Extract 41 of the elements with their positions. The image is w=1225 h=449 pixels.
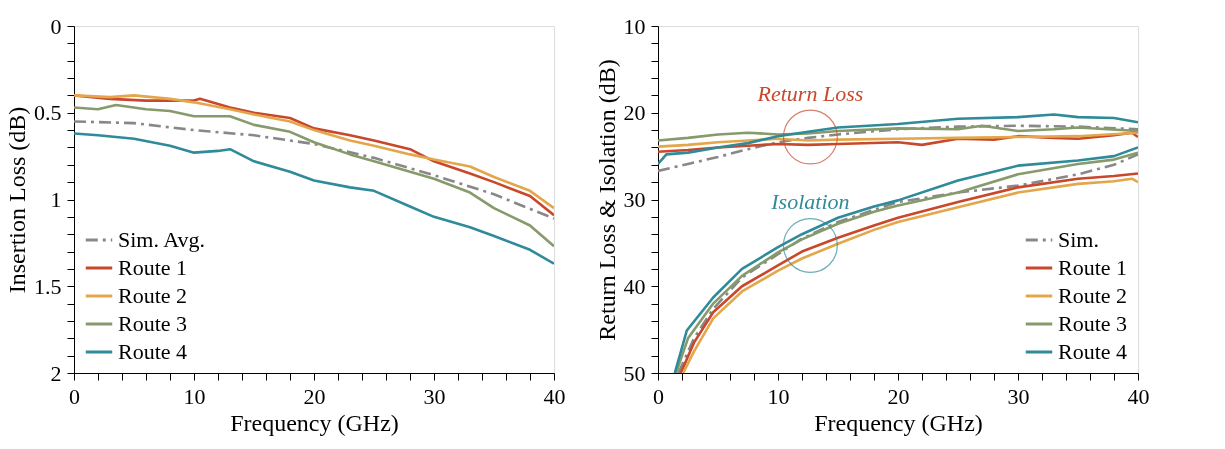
y-tick-label: 20 <box>623 100 646 126</box>
x-tick-label: 30 <box>1007 383 1030 409</box>
y-tick-label: 30 <box>623 187 646 212</box>
legend-label: Sim. <box>1058 227 1099 252</box>
legend-label: Route 3 <box>118 311 188 336</box>
annotation: Isolation <box>770 189 850 215</box>
x-tick-label: 40 <box>543 383 566 409</box>
y-tick-label: 1.5 <box>34 273 62 299</box>
y-axis-title: Insertion Loss (dB) <box>4 106 30 294</box>
y-tick-label: 0.5 <box>34 100 62 126</box>
x-tick-label: 10 <box>767 383 790 409</box>
x-tick-label: 40 <box>1127 383 1150 409</box>
line-series <box>658 124 1138 142</box>
x-axis-title: Frequency (GHz) <box>230 409 399 436</box>
legend-label: Route 3 <box>1058 311 1128 336</box>
legend-label: Route 4 <box>118 339 188 364</box>
legend-label: Sim. Avg. <box>118 227 206 252</box>
line-series <box>658 113 1138 166</box>
x-tick-label: 20 <box>303 383 326 409</box>
legend-label: Route 1 <box>1058 255 1128 280</box>
y-axis-title: Return Loss & Isolation (dB) <box>593 59 620 341</box>
legend-label: Route 4 <box>1058 339 1128 364</box>
legend-label: Route 1 <box>118 255 188 280</box>
legend-label: Route 2 <box>118 283 188 308</box>
y-tick-label: 2 <box>50 360 62 386</box>
x-tick-label: 30 <box>423 383 446 409</box>
y-tick-label: 10 <box>623 13 646 39</box>
legend-label: Route 2 <box>1058 283 1128 308</box>
y-tick-label: 0 <box>50 13 62 39</box>
line-series <box>74 120 554 220</box>
x-tick-label: 0 <box>69 383 80 409</box>
x-axis-title: Frequency (GHz) <box>814 409 983 436</box>
y-tick-label: 40 <box>623 273 646 299</box>
y-tick-label: 50 <box>623 360 646 386</box>
x-tick-label: 20 <box>887 383 910 409</box>
y-tick-label: 1 <box>50 187 62 212</box>
x-tick-label: 10 <box>183 383 206 409</box>
line-series <box>658 124 1138 173</box>
line-series <box>658 131 1138 148</box>
annotation: Return Loss <box>756 81 864 107</box>
x-tick-label: 0 <box>653 383 664 409</box>
